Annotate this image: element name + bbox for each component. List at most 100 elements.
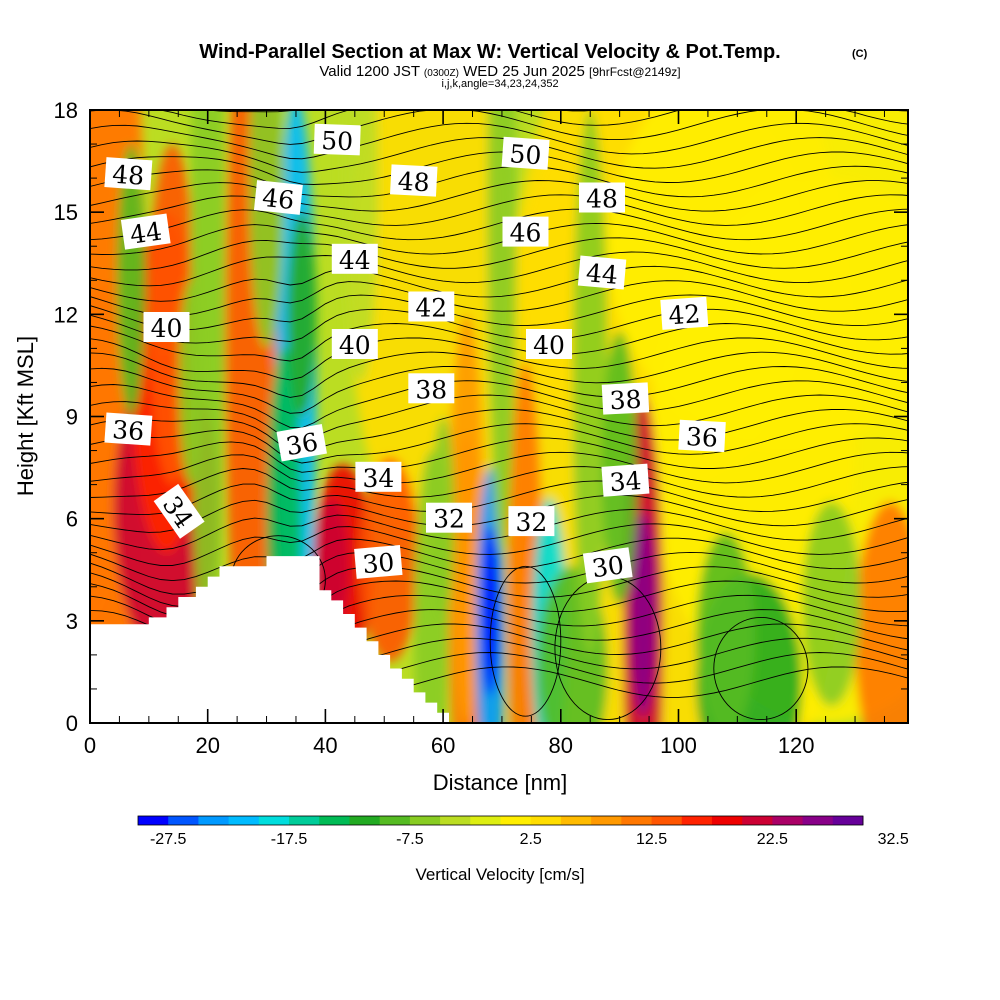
contour-label-text: 40 bbox=[339, 331, 371, 360]
isentrope-line bbox=[90, 351, 908, 398]
isentrope-line bbox=[90, 366, 908, 414]
isentrope-line bbox=[90, 110, 908, 113]
contour-label-text: 42 bbox=[668, 299, 702, 330]
terrain-mask bbox=[90, 556, 449, 723]
colorbar-swatch bbox=[742, 816, 773, 825]
y-tick-label: 3 bbox=[66, 609, 78, 634]
isentrope-line bbox=[90, 423, 908, 464]
contour-label-text: 48 bbox=[397, 167, 430, 198]
contour-label: 46 bbox=[253, 180, 303, 215]
contour-label-text: 36 bbox=[685, 422, 718, 453]
contour-label: 40 bbox=[526, 329, 572, 360]
colorbar-swatch bbox=[802, 816, 834, 825]
isentrope-line bbox=[90, 323, 908, 362]
contour-label: 36 bbox=[276, 423, 327, 462]
contour-label-text: 34 bbox=[362, 464, 394, 493]
contour-label-text: 40 bbox=[533, 331, 565, 360]
y-tick-label: 9 bbox=[66, 405, 78, 430]
colorbar-swatch bbox=[651, 816, 683, 825]
isentrope-line bbox=[90, 437, 908, 473]
colorbar-swatch bbox=[621, 816, 652, 825]
colorbar-swatch bbox=[832, 816, 864, 825]
isentrope-line bbox=[90, 251, 908, 287]
contour-label-text: 32 bbox=[433, 505, 465, 534]
contour-label: 44 bbox=[331, 243, 378, 275]
contour-label-text: 48 bbox=[586, 185, 618, 214]
contour-label: 38 bbox=[408, 373, 455, 404]
isentrope-line bbox=[90, 110, 908, 129]
isentrope-line bbox=[90, 380, 908, 429]
isentrope-line bbox=[90, 523, 908, 566]
y-tick-label: 15 bbox=[54, 200, 78, 225]
contour-label: 46 bbox=[502, 216, 549, 248]
contour-labels: 48 50 50 46 48 48 44 46 44 44 42 42 40 40 40 38 38 36 36 36… bbox=[104, 123, 726, 583]
contour-label: 40 bbox=[331, 329, 378, 360]
contour-label-text: 44 bbox=[585, 258, 619, 290]
colorbar-title: Vertical Velocity [cm/s] bbox=[415, 865, 584, 884]
chart-subtitle: Valid 1200 JST (0300Z) WED 25 Jun 2025 [… bbox=[319, 63, 680, 80]
isentrope-line bbox=[90, 165, 908, 198]
colorbar-swatch bbox=[198, 816, 230, 825]
isentrope-line bbox=[90, 451, 908, 484]
colorbar: -27.5 -17.5 -7.5 2.5 12.5 22.5 32.5 bbox=[137, 815, 909, 848]
colorbar-swatch bbox=[440, 816, 471, 825]
contour-label-text: 38 bbox=[415, 375, 447, 404]
isentrope-line bbox=[90, 480, 908, 515]
y-tick-label: 6 bbox=[66, 507, 78, 532]
contour-label: 32 bbox=[426, 502, 472, 534]
contour-label: 30 bbox=[354, 544, 403, 579]
x-axis-label: Distance [nm] bbox=[433, 770, 568, 795]
colorbar-swatch bbox=[168, 816, 199, 825]
isentrope-line bbox=[90, 237, 908, 271]
contour-label: 44 bbox=[577, 255, 627, 290]
x-tick-label: 120 bbox=[778, 733, 815, 758]
contour-label: 40 bbox=[143, 312, 190, 343]
contour-label: 34 bbox=[355, 461, 402, 493]
contour-label: 36 bbox=[104, 412, 153, 446]
x-tick-label: 100 bbox=[660, 733, 697, 758]
x-tick-label: 80 bbox=[549, 733, 573, 758]
colorbar-tick-label: -7.5 bbox=[396, 831, 424, 848]
contour-label-text: 32 bbox=[515, 508, 547, 537]
contour-label: 50 bbox=[313, 123, 361, 156]
isentrope-line bbox=[90, 394, 908, 442]
contour-label-text: 50 bbox=[509, 139, 543, 170]
isentrope-line bbox=[90, 294, 908, 331]
x-tick-label: 60 bbox=[431, 733, 455, 758]
y-tick-label: 18 bbox=[54, 98, 78, 123]
isentrope-line bbox=[90, 494, 908, 533]
contour-label: 48 bbox=[389, 164, 438, 198]
isentrope-line bbox=[90, 194, 908, 226]
isentrope-line bbox=[90, 265, 908, 302]
contour-label: 34 bbox=[153, 483, 205, 539]
contour-label: 42 bbox=[660, 296, 709, 330]
isentrope-line bbox=[90, 337, 908, 381]
y-tick-label: 0 bbox=[66, 711, 78, 736]
x-tick-label: 0 bbox=[84, 733, 96, 758]
colorbar-tick-label: 22.5 bbox=[757, 831, 788, 848]
isentrope-line bbox=[90, 509, 908, 551]
contour-label: 42 bbox=[408, 291, 455, 323]
contour-label-text: 36 bbox=[111, 415, 145, 446]
velocity-cell bbox=[178, 280, 202, 485]
colorbar-swatch bbox=[591, 816, 622, 825]
velocity-cell bbox=[630, 511, 657, 717]
contour-label: 44 bbox=[120, 213, 171, 250]
isentrope-closed bbox=[713, 616, 809, 721]
contour-label: 48 bbox=[104, 157, 153, 191]
colorbar-tick-label: -17.5 bbox=[271, 831, 308, 848]
colorbar-tick-label: 12.5 bbox=[636, 831, 667, 848]
x-tick-label: 20 bbox=[195, 733, 219, 758]
colorbar-tick-label: 32.5 bbox=[878, 831, 909, 848]
isentrope-closed bbox=[489, 565, 562, 717]
velocity-cell bbox=[287, 212, 317, 417]
colorbar-tick-label: -27.5 bbox=[150, 831, 187, 848]
colorbar-swatch bbox=[228, 816, 260, 825]
colorbar-swatch bbox=[500, 816, 532, 825]
colorbar-swatch bbox=[681, 816, 713, 825]
contour-label-text: 48 bbox=[111, 160, 145, 191]
y-tick-label: 12 bbox=[54, 302, 78, 327]
isentrope-line bbox=[90, 408, 908, 454]
contour-label: 50 bbox=[501, 136, 550, 170]
